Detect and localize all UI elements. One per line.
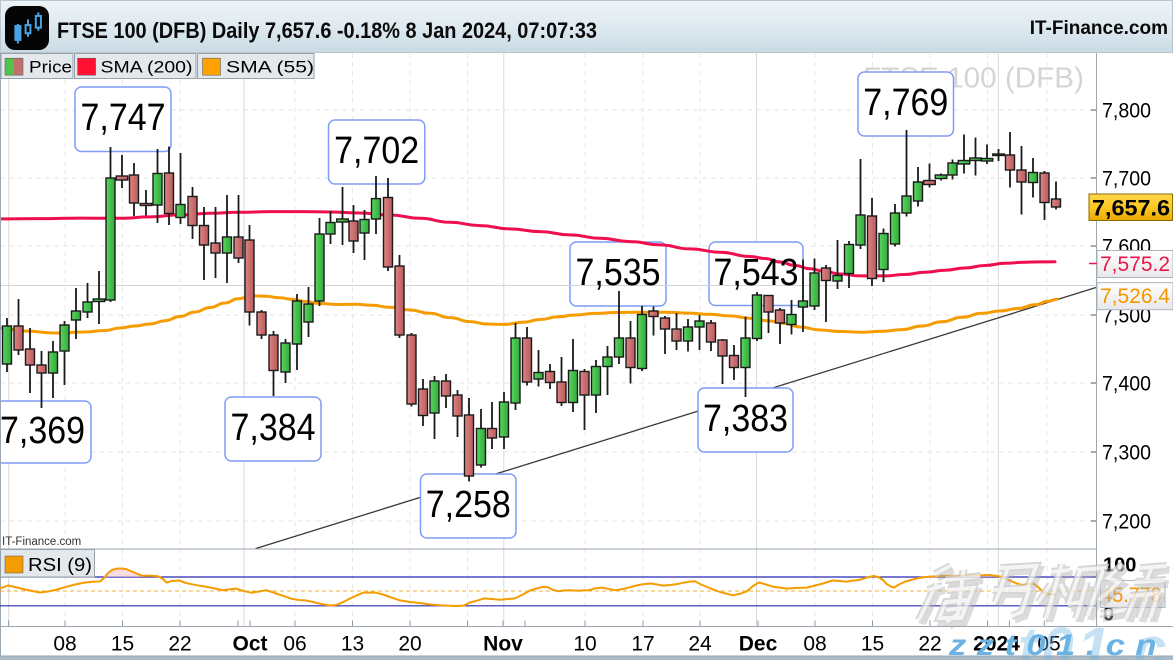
svg-text:7,657.6: 7,657.6 [1092,196,1170,221]
svg-text:SMA (55): SMA (55) [226,59,314,77]
svg-text:06: 06 [283,633,306,656]
svg-text:7,400: 7,400 [1102,373,1151,396]
svg-text:10: 10 [573,633,596,656]
svg-text:7,700: 7,700 [1102,168,1151,191]
svg-text:Oct: Oct [232,633,267,656]
svg-text:22: 22 [168,633,191,656]
svg-text:7,702: 7,702 [334,130,419,172]
svg-text:7,800: 7,800 [1102,100,1151,123]
svg-text:08: 08 [53,633,76,656]
svg-text:SMA (200): SMA (200) [101,59,193,77]
svg-text:20: 20 [398,633,421,656]
svg-text:7,384: 7,384 [231,407,316,449]
svg-text:13: 13 [341,633,364,656]
svg-text:t01.cn: t01.cn [1018,616,1173,660]
svg-text:FTSE 100 (DFB) Daily 7,657.6 -: FTSE 100 (DFB) Daily 7,657.6 -0.18% 8 Ja… [57,18,597,43]
svg-text:7,747: 7,747 [81,97,166,139]
svg-text:Nov: Nov [483,633,523,656]
svg-text:7,535: 7,535 [576,252,661,294]
svg-text:RSI (9): RSI (9) [28,555,92,575]
svg-text:7,200: 7,200 [1102,511,1151,534]
svg-text:7,575.2: 7,575.2 [1100,253,1170,276]
svg-text:7,300: 7,300 [1102,442,1151,465]
svg-text:7,769: 7,769 [863,82,948,124]
svg-text:Dec: Dec [739,633,778,656]
svg-text:zzt01.cn: zzt01.cn [948,629,1167,660]
svg-text:15: 15 [111,633,134,656]
svg-text:7,543: 7,543 [714,252,799,294]
svg-text:24: 24 [688,633,712,656]
svg-text:IT-Finance.com: IT-Finance.com [1030,18,1168,39]
svg-text:08: 08 [803,633,826,656]
svg-text:IT-Finance.com: IT-Finance.com [2,536,81,548]
svg-text:7,258: 7,258 [426,484,511,526]
svg-text:17: 17 [631,633,654,656]
svg-text:15: 15 [861,633,884,656]
svg-text:7,383: 7,383 [703,398,788,440]
svg-text:7,526.4: 7,526.4 [1100,285,1170,308]
svg-text:05: 05 [1037,633,1060,656]
svg-text:Price: Price [29,59,72,77]
svg-text:2024: 2024 [973,633,1020,656]
svg-text:7,369: 7,369 [0,410,85,452]
svg-text:7,500: 7,500 [1102,305,1151,328]
svg-text:22: 22 [918,633,941,656]
